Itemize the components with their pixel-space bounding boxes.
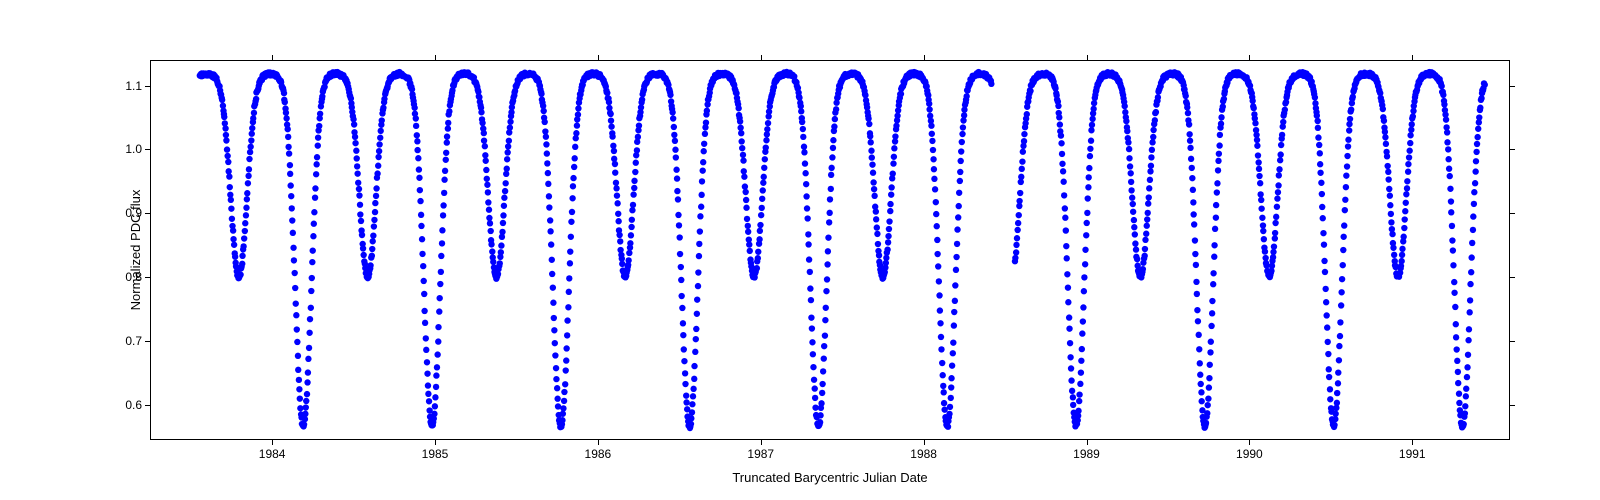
x-tick-label: 1986 — [585, 447, 612, 461]
y-tick — [145, 405, 150, 406]
y-tick-label: 1.0 — [125, 142, 142, 156]
y-tick — [1510, 277, 1515, 278]
y-tick-label: 0.6 — [125, 398, 142, 412]
x-tick-label: 1989 — [1073, 447, 1100, 461]
y-tick-label: 0.7 — [125, 334, 142, 348]
y-tick — [1510, 149, 1515, 150]
y-tick — [145, 213, 150, 214]
x-tick — [761, 55, 762, 60]
x-tick — [1087, 440, 1088, 445]
x-tick — [1249, 440, 1250, 445]
y-tick — [1510, 86, 1515, 87]
y-tick — [1510, 341, 1515, 342]
x-tick-label: 1987 — [747, 447, 774, 461]
y-tick-label: 0.8 — [125, 270, 142, 284]
y-tick — [145, 277, 150, 278]
x-tick — [598, 440, 599, 445]
x-tick — [1412, 440, 1413, 445]
x-tick — [272, 55, 273, 60]
x-tick — [1249, 55, 1250, 60]
plot-area — [150, 60, 1510, 440]
x-tick-label: 1984 — [259, 447, 286, 461]
y-tick — [1510, 213, 1515, 214]
x-axis-label: Truncated Barycentric Julian Date — [732, 470, 927, 485]
x-tick — [924, 55, 925, 60]
y-tick — [145, 86, 150, 87]
x-tick-label: 1990 — [1236, 447, 1263, 461]
x-tick — [435, 440, 436, 445]
x-tick — [924, 440, 925, 445]
x-tick — [761, 440, 762, 445]
x-tick — [435, 55, 436, 60]
x-tick — [598, 55, 599, 60]
x-tick-label: 1991 — [1399, 447, 1426, 461]
plot-container — [150, 60, 1510, 440]
scatter-data — [151, 61, 1509, 439]
y-tick — [145, 149, 150, 150]
x-tick — [1412, 55, 1413, 60]
y-tick — [1510, 405, 1515, 406]
y-tick-label: 0.9 — [125, 206, 142, 220]
y-tick-label: 1.1 — [125, 79, 142, 93]
x-tick-label: 1985 — [422, 447, 449, 461]
x-tick — [1087, 55, 1088, 60]
y-tick — [145, 341, 150, 342]
x-tick-label: 1988 — [910, 447, 937, 461]
x-tick — [272, 440, 273, 445]
